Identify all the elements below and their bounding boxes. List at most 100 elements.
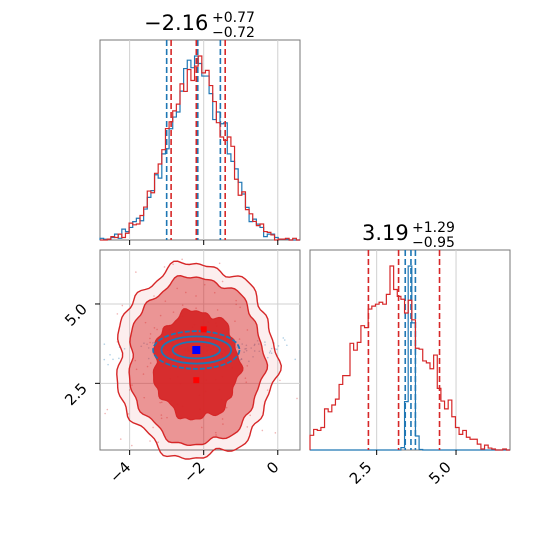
scatter-point — [164, 300, 167, 302]
scatter-point — [201, 426, 203, 429]
histogram-panel-param2: 2.5 5.0 3.19 +1.29 −0.95 — [309, 220, 511, 488]
scatter-point — [253, 344, 256, 347]
y-tick-label: 2.5 — [61, 379, 91, 409]
scatter-point — [156, 328, 158, 331]
title-minus-2: −0.95 — [412, 235, 455, 251]
y-tick-label: 5.0 — [61, 300, 91, 330]
scatter-point — [218, 262, 221, 265]
scatter-point — [266, 356, 269, 359]
scatter-point — [112, 358, 114, 361]
scatter-point — [240, 358, 243, 360]
scatter-point — [239, 306, 241, 309]
scatter-point — [149, 333, 152, 335]
scatter-point — [256, 339, 259, 342]
scatter-point — [118, 357, 120, 360]
title-value-2: 3.19 — [362, 221, 409, 245]
scatter-point — [142, 373, 145, 375]
scatter-point — [245, 347, 248, 350]
scatter-point — [103, 358, 106, 361]
scatter-point — [134, 359, 137, 362]
scatter-point — [245, 381, 248, 384]
scatter-point — [246, 329, 249, 331]
scatter-point — [160, 401, 163, 404]
scatter-point — [234, 320, 236, 323]
scatter-point — [235, 303, 237, 306]
contour-blue-0 — [152, 330, 241, 370]
mode-marker-red — [200, 326, 207, 333]
scatter-point — [159, 401, 161, 404]
scatter-point — [253, 343, 256, 346]
scatter-point — [107, 363, 109, 366]
scatter-point — [195, 307, 197, 309]
scatter-point — [235, 299, 237, 302]
scatter-point — [121, 304, 124, 307]
scatter-point — [250, 347, 252, 349]
scatter-point — [128, 389, 131, 391]
panel-frame — [99, 249, 301, 451]
histogram-panel-param1: −2.16 +0.77 −0.72 — [99, 10, 301, 245]
scatter-point — [238, 338, 241, 340]
scatter-point — [166, 416, 168, 419]
scatter-point — [245, 344, 248, 347]
scatter-point — [249, 414, 251, 417]
scatter-point — [236, 346, 238, 348]
scatter-point — [149, 362, 152, 364]
scatter-point — [221, 418, 224, 420]
scatter-point — [176, 287, 178, 290]
scatter-point — [119, 438, 122, 440]
histogram-step-red — [309, 265, 510, 451]
scatter-point — [147, 357, 150, 360]
scatter-point — [225, 406, 228, 409]
scatter-point — [131, 444, 133, 447]
scatter-point — [258, 350, 261, 353]
scatter-point — [257, 343, 260, 345]
scatter-point — [153, 327, 156, 329]
title-value-1: −2.16 — [144, 11, 208, 35]
scatter-point — [264, 344, 266, 346]
x-tick-label: 0 — [263, 458, 282, 477]
scatter-point — [274, 432, 277, 434]
contour-blue-1 — [160, 335, 233, 365]
scatter-point — [243, 351, 245, 353]
scatter-point — [213, 291, 216, 294]
scatter-point — [116, 313, 119, 315]
scatter-point — [279, 379, 281, 382]
scatter-point — [282, 337, 285, 339]
scatter-point — [221, 280, 224, 283]
scatter-point — [261, 429, 264, 432]
scatter-point — [146, 365, 149, 368]
scatter-point — [268, 351, 271, 354]
scatter-point — [184, 291, 187, 294]
histogram-step-red — [100, 55, 300, 241]
scatter-point — [135, 368, 138, 371]
scatter-point — [252, 355, 254, 358]
scatter-point — [244, 348, 246, 350]
scatter-point — [203, 283, 206, 286]
scatter-point — [222, 423, 224, 425]
scatter-point — [240, 358, 243, 360]
scatter-point — [163, 266, 166, 268]
scatter-point — [103, 343, 106, 345]
scatter-point — [266, 389, 269, 391]
histogram-step-blue — [99, 55, 300, 241]
mode-marker-red — [193, 377, 200, 384]
x-tick-label: 2.5 — [346, 458, 376, 488]
scatter-point — [270, 352, 273, 355]
scatter-point — [269, 350, 272, 352]
scatter-point — [246, 365, 249, 367]
scatter-point — [135, 271, 137, 273]
scatter-point — [160, 417, 163, 420]
scatter-point — [215, 434, 217, 436]
scatter-point — [248, 360, 250, 363]
scatter-point — [277, 345, 280, 347]
scatter-point — [275, 348, 278, 351]
contour-panel: −4 −2 0 2.5 5.0 — [61, 249, 301, 486]
scatter-point — [152, 342, 154, 344]
title-plus-2: +1.29 — [412, 220, 455, 236]
contour-blue-2 — [171, 340, 221, 360]
x-tick-label: −4 — [106, 458, 134, 486]
scatter-point — [157, 441, 159, 444]
scatter-point — [264, 341, 266, 343]
scatter-point — [214, 431, 217, 434]
